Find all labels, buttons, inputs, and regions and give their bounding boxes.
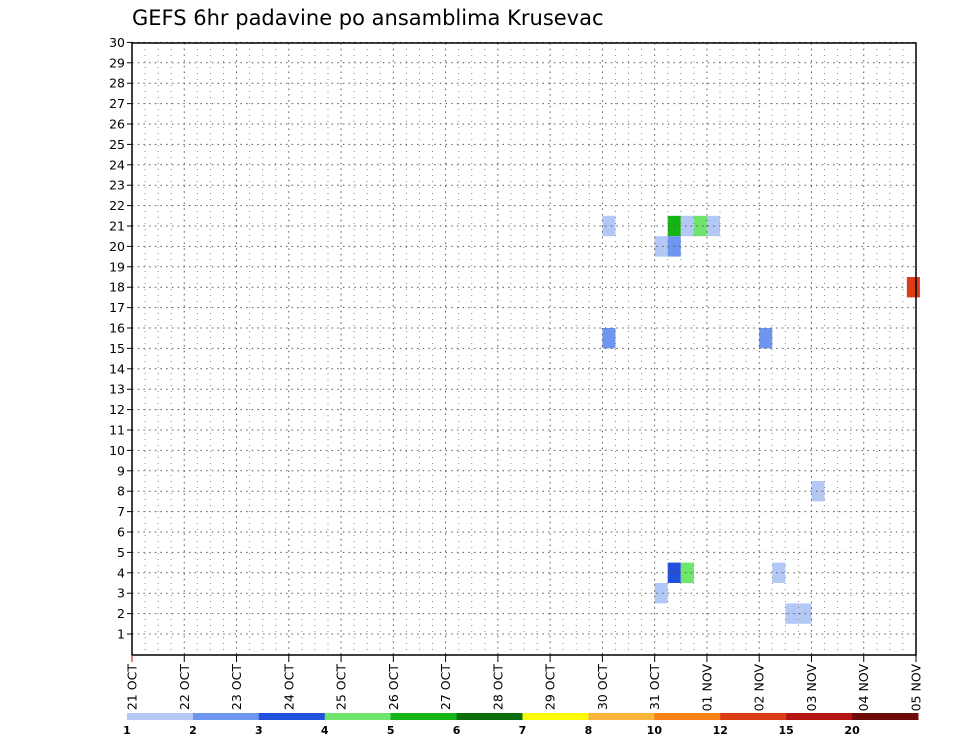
x-tick-label-9: 30 OCT: [595, 664, 610, 710]
grid-lines: [132, 41, 916, 655]
colorbar-label-10: 10: [647, 724, 663, 737]
x-tick-label-7: 28 OCT: [490, 664, 505, 710]
y-tick-label-25: 25: [109, 137, 125, 152]
x-tick-label-3: 24 OCT: [281, 664, 296, 710]
y-tick-label-10: 10: [109, 443, 125, 458]
x-tick-label-8: 29 OCT: [543, 664, 558, 710]
precip-cell-12: [680, 562, 694, 583]
y-axis: 1234567891011121314151617181920212223242…: [109, 35, 132, 642]
x-tick-label-13: 03 NOV: [804, 664, 819, 712]
x-tick-label-15: 05 NOV: [909, 664, 924, 712]
precip-cell-15: [785, 603, 799, 624]
precip-cell-4: [693, 215, 707, 237]
colorbar-segment-11: [852, 713, 919, 720]
x-axis: 21 OCT 22 OCT 23 OCT 24 OCT 25 OCT 26 OCT 27 O…: [125, 655, 924, 711]
colorbar-label-4: 4: [321, 724, 329, 737]
x-tick-label-1: 22 OCT: [177, 664, 192, 710]
y-tick-label-30: 30: [109, 35, 125, 50]
y-tick-label-19: 19: [109, 259, 125, 274]
precip-cell-10: [811, 481, 825, 502]
y-tick-label-2: 2: [117, 606, 125, 621]
y-tick-label-3: 3: [117, 586, 125, 601]
precip-cell-13: [772, 562, 786, 583]
precip-cell-6: [654, 236, 668, 257]
colorbar-label-20: 20: [844, 724, 860, 737]
colorbar-label-8: 8: [585, 724, 593, 737]
y-tick-label-5: 5: [117, 545, 125, 560]
colorbar-segment-9: [720, 713, 787, 720]
precipitation-cells: [602, 215, 920, 624]
colorbar-label-12: 12: [713, 724, 728, 737]
y-tick-label-24: 24: [109, 157, 125, 172]
y-tick-label-12: 12: [109, 402, 125, 417]
colorbar-segment-10: [786, 713, 853, 720]
colorbar-label-2: 2: [189, 724, 197, 737]
chart-title: GEFS 6hr padavine po ansamblima Krusevac: [132, 6, 604, 30]
x-tick-label-12: 02 NOV: [752, 664, 767, 712]
colorbar-segment-2: [258, 713, 326, 720]
precip-cell-1: [602, 328, 616, 349]
y-tick-label-29: 29: [109, 55, 125, 70]
y-tick-label-16: 16: [109, 321, 125, 336]
x-tick-label-5: 26 OCT: [386, 664, 401, 710]
colorbar-segment-6: [522, 713, 589, 720]
y-tick-label-20: 20: [109, 239, 125, 254]
x-tick-label-4: 25 OCT: [334, 664, 349, 710]
colorbar-segment-8: [654, 713, 721, 720]
precip-cell-14: [654, 583, 668, 604]
colorbar-segment-0: [127, 713, 194, 720]
colorbar-label-3: 3: [255, 724, 263, 737]
precip-cell-0: [602, 215, 616, 237]
y-tick-label-4: 4: [117, 565, 125, 580]
y-tick-label-26: 26: [109, 117, 125, 132]
y-tick-label-1: 1: [117, 627, 125, 642]
y-tick-label-11: 11: [109, 423, 125, 438]
precip-cell-3: [680, 215, 694, 237]
x-tick-label-2: 23 OCT: [229, 664, 244, 710]
x-tick-label-10: 31 OCT: [647, 664, 662, 710]
y-tick-label-18: 18: [109, 280, 125, 295]
y-tick-label-8: 8: [117, 484, 125, 499]
colorbar-segment-1: [192, 713, 260, 720]
colorbar-segment-5: [456, 713, 523, 720]
y-tick-label-23: 23: [109, 178, 125, 193]
plot-frame: [131, 42, 917, 656]
colorbar-label-7: 7: [519, 724, 527, 737]
y-tick-label-14: 14: [109, 361, 125, 376]
colorbar: 1 2 3 4 5 6 7 8 10 12 15 20: [123, 713, 919, 737]
x-tick-label-11: 01 NOV: [699, 664, 714, 712]
x-tick-label-14: 04 NOV: [856, 664, 871, 712]
x-tick-label-6: 27 OCT: [438, 664, 453, 710]
y-tick-label-13: 13: [109, 382, 125, 397]
colorbar-label-5: 5: [387, 724, 395, 737]
colorbar-label-1: 1: [123, 724, 131, 737]
y-tick-label-7: 7: [117, 504, 125, 519]
y-tick-label-22: 22: [109, 198, 125, 213]
precip-cell-8: [759, 328, 773, 349]
colorbar-label-6: 6: [453, 724, 461, 737]
colorbar-label-15: 15: [779, 724, 794, 737]
y-tick-label-9: 9: [117, 463, 125, 478]
y-tick-label-27: 27: [109, 96, 125, 111]
y-tick-label-6: 6: [117, 525, 125, 540]
colorbar-segment-4: [390, 713, 458, 720]
y-tick-label-21: 21: [109, 219, 125, 234]
colorbar-segment-3: [324, 713, 392, 720]
y-tick-label-28: 28: [109, 76, 125, 91]
x-tick-label-0: 21 OCT: [125, 664, 140, 710]
colorbar-segment-7: [588, 713, 655, 720]
y-tick-label-17: 17: [109, 300, 125, 315]
y-tick-label-15: 15: [109, 341, 125, 356]
